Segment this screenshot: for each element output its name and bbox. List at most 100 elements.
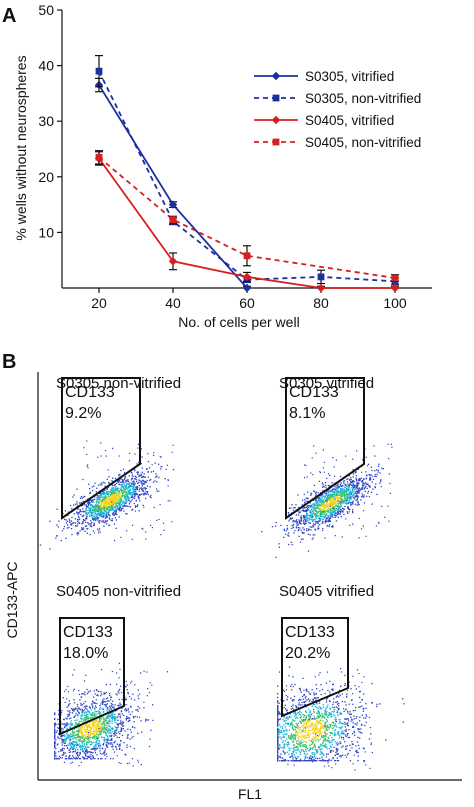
event-dot <box>76 709 78 712</box>
event-dot <box>331 688 333 691</box>
event-dot <box>75 722 77 724</box>
event-dot <box>367 490 370 492</box>
event-dot <box>343 508 345 510</box>
event-dot <box>331 737 333 739</box>
event-dot <box>113 500 115 502</box>
event-dot <box>286 525 288 527</box>
event-dot <box>75 741 78 743</box>
event-dot <box>85 745 87 748</box>
event-dot <box>84 719 86 721</box>
event-dot <box>74 725 76 727</box>
event-dot <box>137 471 140 474</box>
event-dot <box>108 709 111 711</box>
event-dot <box>73 756 75 758</box>
event-dot <box>335 701 337 703</box>
event-dot <box>138 497 140 499</box>
event-dot <box>114 719 116 721</box>
event-dot <box>389 482 391 485</box>
event-dot <box>69 521 71 523</box>
event-dot <box>147 453 149 455</box>
event-dot <box>152 719 154 721</box>
event-dot <box>102 720 105 722</box>
event-dot <box>100 726 102 728</box>
event-dot <box>296 742 298 744</box>
event-dot <box>89 714 92 716</box>
event-dot <box>106 505 108 507</box>
event-dot <box>115 487 117 489</box>
event-dot <box>347 490 349 492</box>
event-dot <box>329 500 331 502</box>
event-dot <box>93 508 96 510</box>
event-dot <box>87 503 90 506</box>
event-dot <box>304 744 306 746</box>
event-dot <box>317 527 319 529</box>
event-dot <box>332 501 334 503</box>
event-dot <box>325 724 327 727</box>
event-dot <box>97 694 99 696</box>
event-dot <box>54 725 56 727</box>
event-dot <box>321 486 324 488</box>
event-dot <box>358 492 360 494</box>
event-dot <box>356 491 358 493</box>
event-dot <box>291 543 293 546</box>
event-dot <box>342 511 344 513</box>
event-dot <box>303 532 305 534</box>
event-dot <box>115 498 117 500</box>
event-dot <box>69 520 71 522</box>
event-dot <box>68 724 70 726</box>
event-dot <box>134 493 137 495</box>
event-dot <box>88 755 90 757</box>
event-dot <box>313 508 315 510</box>
event-dot <box>338 492 340 494</box>
event-dot <box>129 491 132 494</box>
event-dot <box>101 729 103 731</box>
event-dot <box>119 474 121 476</box>
event-dot <box>304 477 306 479</box>
event-dot <box>119 481 121 483</box>
event-dot <box>140 474 143 476</box>
event-dot <box>349 496 351 498</box>
event-dot <box>352 496 355 499</box>
event-dot <box>309 515 311 517</box>
event-dot <box>312 520 314 522</box>
event-dot <box>112 497 114 499</box>
event-dot <box>112 748 114 750</box>
event-dot <box>120 469 122 472</box>
event-dot <box>70 751 72 753</box>
event-dot <box>300 749 302 751</box>
event-dot <box>87 500 89 502</box>
event-dot <box>103 515 105 517</box>
event-dot <box>307 550 310 552</box>
event-dot <box>298 519 300 521</box>
event-dot <box>90 756 92 758</box>
event-dot <box>284 753 286 755</box>
event-dot <box>79 738 81 740</box>
event-dot <box>109 503 111 505</box>
event-dot <box>83 734 85 736</box>
event-dot <box>302 532 304 534</box>
event-dot <box>102 722 104 724</box>
event-dot <box>355 495 357 497</box>
event-dot <box>326 714 328 716</box>
event-dot <box>129 713 132 715</box>
event-dot <box>95 710 97 713</box>
event-dot <box>337 496 340 498</box>
event-dot <box>54 729 56 731</box>
event-dot <box>376 469 378 471</box>
event-dot <box>314 747 317 749</box>
event-dot <box>388 473 390 475</box>
event-dot <box>96 702 98 705</box>
data-point <box>169 216 177 224</box>
event-dot <box>315 516 317 519</box>
event-dot <box>58 520 60 522</box>
event-dot <box>290 507 292 509</box>
event-dot <box>76 534 79 536</box>
event-dot <box>323 505 325 507</box>
event-dot <box>91 751 93 753</box>
event-dot <box>278 702 280 704</box>
event-dot <box>95 720 97 722</box>
event-dot <box>107 739 109 741</box>
event-dot <box>103 507 106 509</box>
event-dot <box>338 727 340 729</box>
event-dot <box>318 517 320 519</box>
